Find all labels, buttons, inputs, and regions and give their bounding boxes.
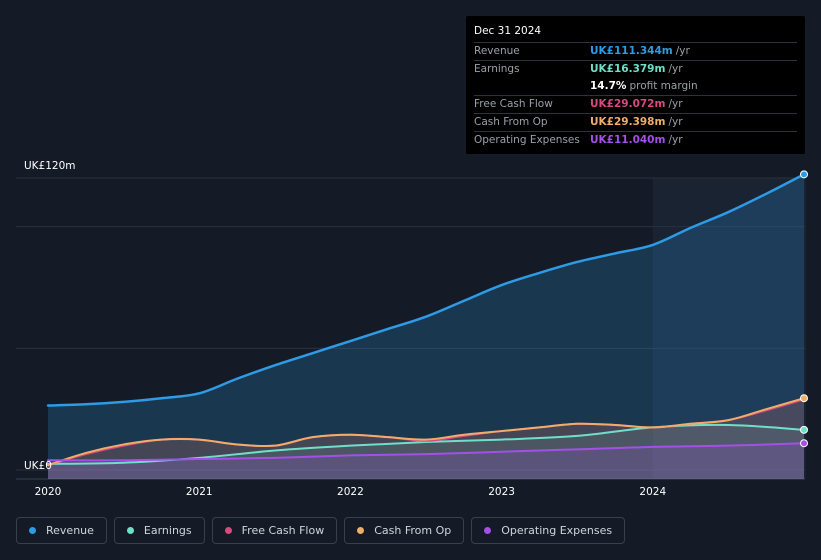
revenue-dot-icon <box>29 527 36 534</box>
revenue-area <box>48 174 804 479</box>
tooltip-date: Dec 31 2024 <box>474 25 542 37</box>
operating-expenses-dot-icon <box>484 527 492 534</box>
tooltip-unit: /yr <box>668 116 683 128</box>
tooltip-label: Cash From Op <box>474 116 548 128</box>
legend-label: Revenue <box>46 524 94 537</box>
operating-expenses-line <box>47 442 805 462</box>
tooltip-unit: /yr <box>668 98 683 110</box>
legend-item-free-cash-flow[interactable]: Free Cash Flow <box>211 517 338 544</box>
tooltip-value: UK£16.379m <box>590 63 666 75</box>
tooltip-value: UK£29.072m <box>590 98 666 110</box>
profit-margin-label: profit margin <box>629 80 698 92</box>
operating-expenses-area <box>48 443 804 479</box>
x-tick-label: 2021 <box>186 486 213 498</box>
tooltip-label: Operating Expenses <box>474 134 580 146</box>
y-axis-bottom-label: UK£0 <box>24 460 52 472</box>
legend-label: Operating Expenses <box>501 524 613 537</box>
revenue-end-marker <box>800 170 808 179</box>
x-tick-label: 2020 <box>35 486 62 498</box>
gridlines <box>16 177 805 480</box>
tooltip-label: Free Cash Flow <box>474 98 553 110</box>
legend-item-revenue[interactable]: Revenue <box>16 517 107 544</box>
x-axis-ticks: 2020 2021 2022 2023 2024 <box>35 486 667 498</box>
earnings-end-marker <box>800 425 808 434</box>
x-tick-label: 2022 <box>337 486 364 498</box>
data-tooltip: Dec 31 2024 Revenue UK£111.344m /yr Earn… <box>466 16 805 154</box>
tooltip-value: UK£111.344m <box>590 45 673 57</box>
tooltip-label: Revenue <box>474 45 520 57</box>
tooltip-row-profit-margin: 14.7% profit margin <box>474 78 797 95</box>
legend-item-cash-from-op[interactable]: Cash From Op <box>344 517 465 544</box>
tooltip-unit: /yr <box>668 134 683 146</box>
y-axis-top-label: UK£120m <box>24 160 76 172</box>
legend-label: Cash From Op <box>374 524 452 537</box>
tooltip-row-revenue: Revenue UK£111.344m /yr <box>474 42 797 60</box>
operating-expenses-end-marker <box>800 439 808 448</box>
cash-from-op-line <box>47 397 805 467</box>
series-lines <box>46 173 806 467</box>
cash-from-op-end-marker <box>800 394 808 403</box>
tooltip-row-earnings: Earnings UK£16.379m /yr <box>474 60 797 78</box>
earnings-dot-icon <box>126 527 134 534</box>
legend-item-earnings[interactable]: Earnings <box>113 517 205 544</box>
free-cash-flow-dot-icon <box>224 527 232 534</box>
tooltip-value: UK£11.040m <box>590 134 666 146</box>
tooltip-value: UK£29.398m <box>590 116 666 128</box>
earnings-area <box>48 424 804 479</box>
tooltip-label: Earnings <box>474 63 520 75</box>
legend-label: Free Cash Flow <box>241 524 325 537</box>
tooltip-unit: /yr <box>668 63 683 75</box>
tooltip-row-operating-expenses: Operating Expenses UK£11.040m /yr <box>474 131 797 149</box>
tooltip-row-free-cash-flow: Free Cash Flow UK£29.072m /yr <box>474 95 797 113</box>
x-tick-label: 2024 <box>639 486 666 498</box>
tooltip-row-cash-from-op: Cash From Op UK£29.398m /yr <box>474 113 797 131</box>
legend-label: Earnings <box>143 524 192 537</box>
cash-from-op-dot-icon <box>357 527 365 534</box>
x-tick-label: 2023 <box>488 486 515 498</box>
revenue-line <box>46 173 806 407</box>
chart-legend: Revenue Earnings Free Cash Flow Cash Fro… <box>16 517 632 546</box>
profit-margin-value: 14.7% <box>590 80 627 92</box>
tooltip-unit: /yr <box>675 45 690 57</box>
legend-item-operating-expenses[interactable]: Operating Expenses <box>471 517 626 544</box>
series-end-markers <box>800 170 808 448</box>
